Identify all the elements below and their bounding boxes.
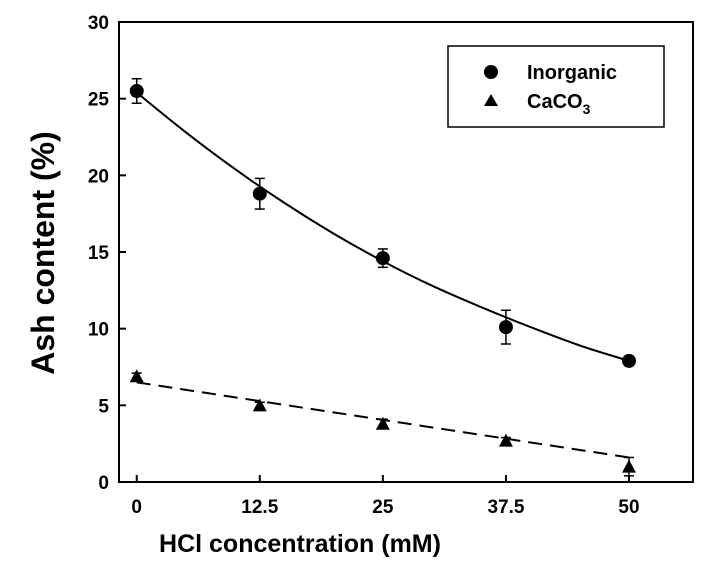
data-points	[129, 84, 637, 473]
x-axis-title: HCl concentration (mM)	[159, 530, 441, 558]
legend: Inorganic CaCO3	[447, 45, 665, 128]
point-caco3	[498, 433, 513, 447]
point-caco3	[622, 459, 637, 473]
point-inorganic	[622, 353, 637, 368]
point-caco3	[252, 398, 267, 412]
point-inorganic	[129, 84, 144, 98]
y-tick-label: 20	[88, 166, 109, 187]
legend-box	[447, 45, 665, 128]
legend-label-inorganic: Inorganic	[527, 62, 617, 84]
fit-line-inorganic	[136, 91, 630, 362]
y-axis-title: Ash content (%)	[25, 131, 61, 375]
y-tick-label: 10	[88, 320, 109, 341]
x-tick-label: 25	[372, 497, 394, 518]
point-caco3	[129, 369, 144, 383]
x-axis-ticks: 0 12.5 25 37.5 50	[131, 475, 640, 518]
x-tick-label: 37.5	[487, 497, 524, 518]
legend-triangle-icon	[484, 94, 498, 106]
y-tick-label: 15	[88, 243, 110, 264]
fit-lines	[136, 91, 630, 459]
point-inorganic	[498, 320, 513, 335]
x-tick-label: 50	[618, 497, 639, 518]
legend-circle-icon	[484, 65, 498, 79]
point-inorganic	[375, 251, 390, 266]
y-tick-label: 0	[98, 473, 109, 494]
point-inorganic	[252, 186, 267, 201]
x-tick-label: 12.5	[241, 497, 278, 518]
y-axis-ticks: 0 5 10 15 20 25 30	[88, 13, 126, 494]
y-tick-label: 25	[88, 90, 110, 111]
legend-label-caco3: CaCO3	[527, 91, 591, 117]
x-tick-label: 0	[131, 497, 142, 518]
y-tick-label: 30	[88, 13, 109, 34]
point-caco3	[375, 416, 390, 430]
error-bars	[131, 77, 635, 477]
y-tick-label: 5	[98, 396, 109, 417]
